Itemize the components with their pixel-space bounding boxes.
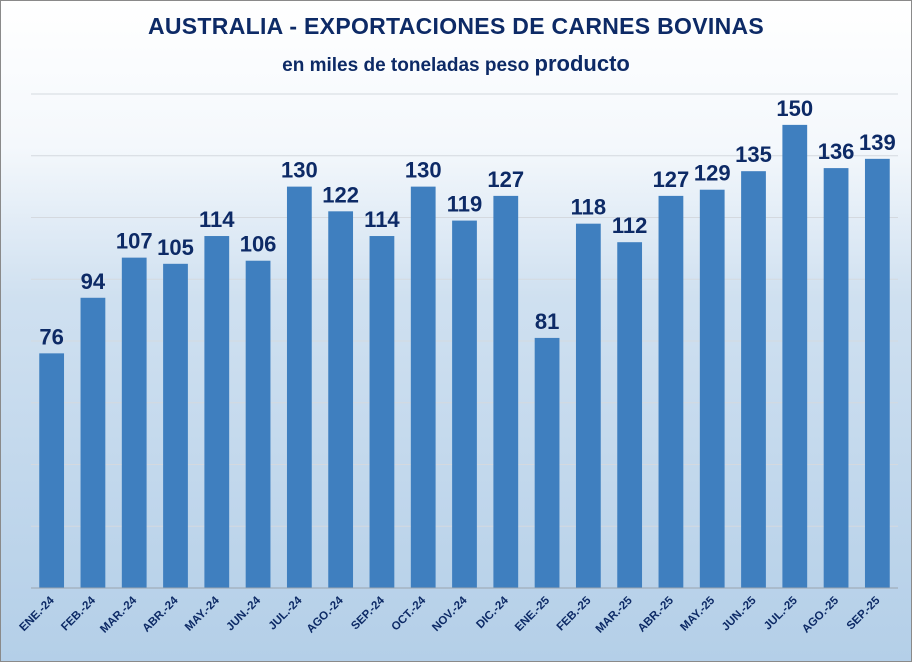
x-tick-label: ENE.-24: [18, 594, 58, 634]
data-label: 114: [364, 207, 400, 232]
data-label: 94: [81, 269, 106, 294]
chart-title: AUSTRALIA - EXPORTACIONES DE CARNES BOVI…: [147, 13, 765, 39]
bar: [452, 220, 477, 588]
data-label: 150: [776, 96, 813, 121]
x-tick-label: NOV.-24: [430, 594, 470, 634]
bar: [493, 195, 519, 588]
bar: [410, 186, 436, 588]
x-tick-label: MAR.-25: [594, 594, 635, 635]
x-tick-label: JUL.-25: [762, 594, 800, 632]
x-tick-label: SEP.-25: [845, 594, 883, 632]
x-tick-label: SEP.-24: [349, 594, 387, 632]
data-label: 130: [281, 158, 318, 183]
x-tick-label: AGO.-24: [305, 594, 346, 635]
x-tick-label: AGO.-25: [800, 594, 841, 635]
data-label: 136: [818, 139, 855, 164]
x-tick-label: JUN.-24: [224, 594, 263, 633]
bar: [121, 257, 147, 588]
bar: [617, 242, 643, 588]
data-label: 118: [571, 195, 607, 220]
bar: [245, 260, 271, 588]
bar: [782, 124, 808, 588]
x-tick-label: ENE.-25: [513, 594, 553, 634]
bar: [699, 189, 725, 588]
x-tick-label: ABR.-24: [141, 594, 182, 635]
bar: [658, 195, 684, 588]
data-label: 119: [447, 192, 483, 217]
data-label: 107: [116, 229, 153, 254]
data-label: 114: [199, 207, 235, 232]
x-tick-label: JUN.-25: [720, 594, 759, 633]
bar: [864, 158, 890, 588]
bar: [823, 168, 849, 588]
data-label: 127: [653, 167, 690, 192]
x-tick-label: MAY.-25: [678, 594, 717, 633]
x-tick-label: MAR.-24: [98, 594, 139, 635]
subtitle-prefix: en miles de toneladas peso: [282, 55, 535, 76]
bar: [575, 223, 601, 589]
data-label: 122: [322, 182, 359, 207]
x-tick-label: OCT.-24: [390, 594, 429, 633]
data-label: 106: [240, 232, 277, 257]
data-label: 105: [157, 235, 194, 260]
bar: [80, 297, 106, 588]
bar: [369, 236, 395, 588]
bar: [163, 263, 188, 588]
data-label: 139: [859, 130, 896, 155]
x-tick-label: FEB.-24: [59, 594, 98, 633]
data-label: 112: [612, 213, 648, 238]
bar: [286, 186, 312, 588]
bar: [328, 211, 354, 588]
bar: [39, 353, 65, 588]
x-tick-label: DIC.-24: [474, 594, 511, 631]
data-label: 76: [39, 324, 63, 349]
data-label: 81: [535, 309, 559, 334]
bar: [204, 236, 230, 588]
data-label: 127: [487, 167, 524, 192]
x-tick-label: JUL.-24: [267, 594, 305, 632]
bar: [534, 337, 560, 588]
x-tick-label: MAY.-24: [183, 594, 222, 633]
x-tick-label: ABR.-25: [636, 594, 677, 635]
chart-subtitle: en miles de toneladas peso producto: [1, 51, 911, 77]
x-tick-label: FEB.-25: [555, 594, 594, 633]
data-label: 135: [735, 142, 772, 167]
data-label: 130: [405, 158, 442, 183]
subtitle-emphasis: producto: [534, 51, 630, 76]
data-label: 129: [694, 161, 731, 186]
bar: [741, 171, 766, 588]
